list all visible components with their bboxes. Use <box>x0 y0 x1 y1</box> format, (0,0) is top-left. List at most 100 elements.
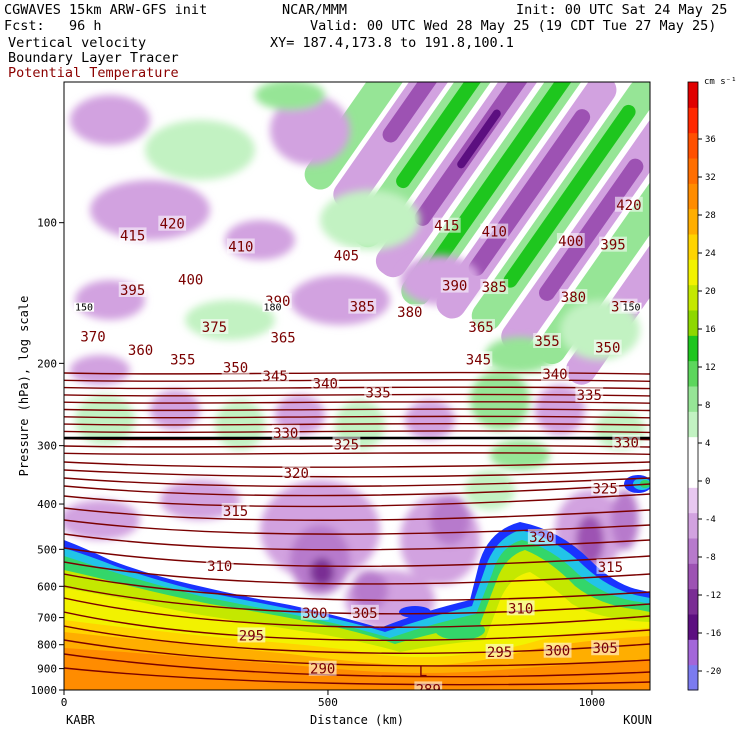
colorbar-swatch <box>688 487 698 514</box>
theta-label: 375 <box>202 320 227 336</box>
theta-label: 289 <box>416 682 441 698</box>
isentrope <box>64 444 650 448</box>
theta-label: 420 <box>160 217 185 233</box>
colorbar-swatch <box>688 639 698 666</box>
isentrope <box>64 519 650 535</box>
theta-label: 340 <box>542 367 567 383</box>
theta-label-bg <box>591 640 620 656</box>
x-tick-label: 500 <box>318 696 338 709</box>
colorbar-swatch <box>688 284 698 311</box>
colorbar-swatch <box>688 107 698 134</box>
colorbar-swatch <box>688 614 698 640</box>
colorbar-frame <box>687 81 699 691</box>
theta-label-bg <box>559 289 588 305</box>
colorbar-swatch <box>688 588 698 615</box>
theta-label: 400 <box>558 234 583 250</box>
theta-label-bg <box>332 436 361 452</box>
theta-label: 390 <box>442 279 467 295</box>
isentrope <box>64 547 650 568</box>
theta-label-bg <box>269 329 297 345</box>
theta-label: 385 <box>482 280 507 296</box>
y-tick-label: 200 <box>37 357 57 370</box>
theta-label-bg <box>395 303 424 319</box>
colorbar-swatch <box>688 563 698 590</box>
theta-label: 315 <box>598 560 623 576</box>
theta-label: 325 <box>334 438 359 454</box>
theta-label: 300 <box>302 606 327 622</box>
colorbar-units: cm s⁻¹ <box>704 77 737 87</box>
theta-label-bg <box>176 271 205 287</box>
header-init: Init: 00 UTC Sat 24 May 25 <box>516 2 728 18</box>
colorbar-swatch <box>688 386 698 412</box>
theta-label-bg <box>543 642 572 658</box>
header-xy: XY= 187.4,173.8 to 191.8,100.1 <box>270 35 514 51</box>
colorbar-tick-label: 16 <box>705 325 716 335</box>
y-tick-label: 1000 <box>31 684 58 697</box>
theta-label: 370 <box>80 329 105 345</box>
theta-label-bg <box>467 318 495 334</box>
theta-label-bg <box>612 434 641 450</box>
theta-label: 340 <box>313 377 338 393</box>
theta-label: 355 <box>534 334 559 350</box>
colorbar-tick-label: -4 <box>705 515 716 525</box>
isentrope <box>64 408 650 412</box>
isentrope <box>64 461 650 468</box>
theta-label-bg <box>364 384 393 400</box>
x-axis: 0 500 1000 <box>61 690 605 709</box>
theta-label: 350 <box>223 360 248 376</box>
colorbar-swatch <box>688 664 698 691</box>
theta-label-bg <box>527 529 556 545</box>
isentrope <box>64 401 650 404</box>
theta-label: 380 <box>561 290 586 306</box>
theta-label-bg <box>533 332 561 348</box>
colorbar-tick-label: 0 <box>705 477 710 487</box>
theta-label: 345 <box>263 369 288 385</box>
colorbar: 36 32 28 24 20 16 12 8 4 0 -4 -8 -12 -16 -20 <box>687 81 721 691</box>
theta-label-bg <box>271 424 300 440</box>
theta-label: 295 <box>487 645 512 661</box>
theta-label-bg <box>556 233 585 249</box>
colorbar-tick-label: 20 <box>705 287 716 297</box>
colorbar-tick-label: -8 <box>705 553 716 563</box>
theta-label: 400 <box>178 273 203 289</box>
isentrope <box>64 573 650 602</box>
colorbar-swatch <box>688 538 698 564</box>
theta-label-bg <box>464 351 493 367</box>
colorbar-tick-label: 4 <box>705 439 710 449</box>
isentrope <box>64 430 650 434</box>
theta-label: 420 <box>616 198 641 214</box>
colorbar-swatch <box>688 183 698 210</box>
tropopause-label: 150 <box>622 303 640 314</box>
colorbar-swatch <box>688 234 698 260</box>
theta-label-bg <box>118 227 147 243</box>
isentrope <box>64 393 650 397</box>
header-field-bl-tracer: Boundary Layer Tracer <box>8 50 179 66</box>
colorbar-swatch <box>688 411 698 438</box>
theta-label-bg <box>480 279 509 295</box>
theta-label: 410 <box>482 225 507 241</box>
isentrope <box>64 597 650 628</box>
y-tick-label: 100 <box>37 217 57 230</box>
theta-label: 300 <box>545 644 570 660</box>
isentrope <box>64 477 650 487</box>
x-axis-label: Distance (km) <box>310 713 404 727</box>
theta-label-bg <box>237 627 266 643</box>
isentrope <box>64 483 650 497</box>
colorbar-swatch <box>688 208 698 235</box>
theta-label: 325 <box>592 481 617 497</box>
theta-label-bg <box>79 328 107 344</box>
theta-label: 305 <box>352 606 377 622</box>
isentrope <box>64 493 650 508</box>
theta-label: 415 <box>120 228 145 244</box>
theta-label-bg <box>506 600 535 616</box>
colorbar-tick-label: 36 <box>705 135 716 145</box>
y-tick-label: 700 <box>37 612 57 625</box>
header-field-vertical-velocity: Vertical velocity <box>8 35 147 51</box>
isentrope <box>64 507 650 521</box>
header-field-theta: Potential Temperature <box>8 65 179 81</box>
theta-label-bg <box>485 643 514 659</box>
y-tick-label: 600 <box>37 580 57 593</box>
theta-label: 320 <box>284 466 309 482</box>
colorbar-swatch <box>688 310 698 336</box>
theta-label: 315 <box>223 504 248 520</box>
